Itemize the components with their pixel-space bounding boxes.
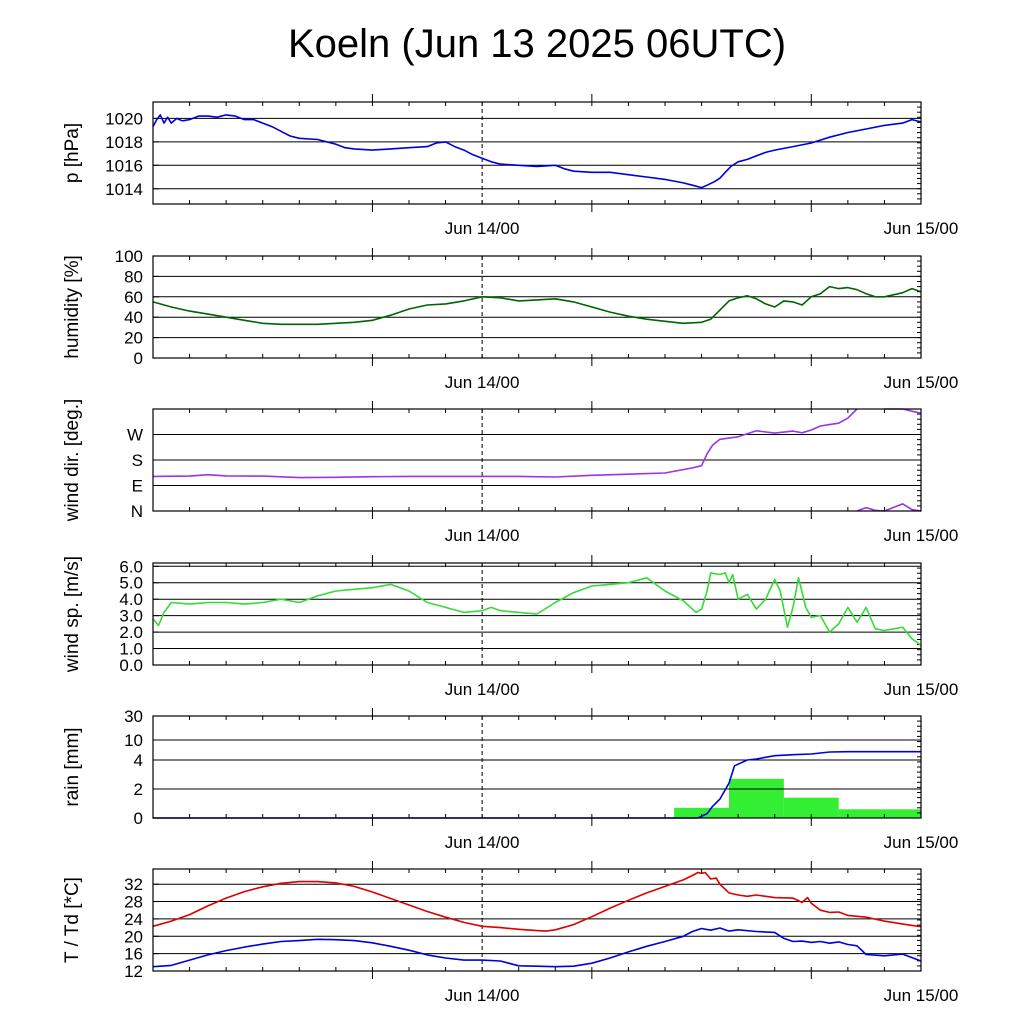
y-tick-label-1-3: 60 xyxy=(124,288,143,307)
y-tick-label-4-4: 30 xyxy=(124,707,143,726)
chart-title: Koeln (Jun 13 2025 06UTC) xyxy=(287,22,787,66)
series-line-5-0 xyxy=(152,871,922,932)
x-tick-label-0-0: Jun 14/00 xyxy=(445,219,520,238)
rain-bar-2 xyxy=(783,797,839,818)
y-axis-label-1: humidity [%] xyxy=(62,255,83,358)
y-tick-label-1-1: 20 xyxy=(124,329,143,348)
x-tick-label-1-1: Jun 15/00 xyxy=(884,373,959,392)
x-tick-label-4-1: Jun 15/00 xyxy=(884,833,959,852)
y-tick-label-3-3: 3.0 xyxy=(119,607,143,626)
plot-frame-4 xyxy=(152,715,922,819)
y-tick-label-5-0: 12 xyxy=(124,962,143,981)
plot-frame-5 xyxy=(152,868,922,972)
y-tick-label-5-4: 28 xyxy=(124,893,143,912)
series-line-5-1 xyxy=(152,927,922,968)
rain-bar-0 xyxy=(674,807,729,818)
y-tick-label-1-0: 0 xyxy=(134,349,143,368)
y-tick-label-4-0: 0 xyxy=(134,809,143,828)
y-tick-label-3-6: 6.0 xyxy=(119,557,143,576)
rain-bar-1 xyxy=(729,778,784,818)
y-tick-label-2-2: S xyxy=(132,451,143,470)
series-line-0-0 xyxy=(152,114,922,189)
x-tick-label-3-1: Jun 15/00 xyxy=(884,680,959,699)
y-tick-label-3-1: 1.0 xyxy=(119,640,143,659)
plot-frame-2 xyxy=(152,408,922,512)
y-tick-label-0-2: 1018 xyxy=(105,133,143,152)
plot-frame-0 xyxy=(152,101,922,205)
y-axis-label-5: T / Td [*C] xyxy=(62,877,83,963)
plot-frame-3 xyxy=(152,562,922,666)
plot-frame-1 xyxy=(152,255,922,359)
series-line-2-1 xyxy=(856,503,922,512)
y-tick-label-2-0: N xyxy=(131,502,143,521)
y-tick-label-0-3: 1020 xyxy=(105,109,143,128)
y-tick-label-5-3: 24 xyxy=(124,910,143,929)
x-tick-label-4-0: Jun 14/00 xyxy=(445,833,520,852)
y-tick-label-0-0: 1014 xyxy=(105,180,143,199)
y-tick-label-5-1: 16 xyxy=(124,945,143,964)
series-line-1-0 xyxy=(152,285,922,326)
y-axis-label-4: rain [mm] xyxy=(62,727,83,806)
y-tick-label-1-4: 80 xyxy=(124,267,143,286)
y-tick-label-5-2: 20 xyxy=(124,927,143,946)
x-tick-label-3-0: Jun 14/00 xyxy=(445,680,520,699)
series-line-2-0 xyxy=(152,408,858,479)
y-tick-label-5-5: 32 xyxy=(124,875,143,894)
x-tick-label-5-1: Jun 15/00 xyxy=(884,986,959,1005)
y-tick-label-0-1: 1016 xyxy=(105,156,143,175)
y-tick-label-3-2: 2.0 xyxy=(119,623,143,642)
y-axis-label-3: wind sp. [m/s] xyxy=(62,556,83,673)
x-tick-label-1-0: Jun 14/00 xyxy=(445,373,520,392)
y-tick-label-2-3: W xyxy=(127,426,143,445)
x-tick-label-0-1: Jun 15/00 xyxy=(884,219,959,238)
x-tick-label-2-0: Jun 14/00 xyxy=(445,526,520,545)
y-tick-label-1-5: 100 xyxy=(115,247,143,266)
y-tick-label-1-2: 40 xyxy=(124,308,143,327)
x-tick-label-5-0: Jun 14/00 xyxy=(445,986,520,1005)
y-axis-label-2: wind dir. [deg.] xyxy=(62,399,83,523)
y-tick-label-3-4: 4.0 xyxy=(119,590,143,609)
y-tick-label-3-5: 5.0 xyxy=(119,574,143,593)
y-tick-label-4-3: 10 xyxy=(124,731,143,750)
series-line-2-2 xyxy=(884,408,922,415)
y-tick-label-4-1: 2 xyxy=(134,780,143,799)
y-axis-label-0: p [hPa] xyxy=(62,123,83,183)
rain-bar-3 xyxy=(838,809,921,818)
series-line-4-0 xyxy=(153,750,921,819)
series-line-3-0 xyxy=(152,572,922,646)
x-tick-label-2-1: Jun 15/00 xyxy=(884,526,959,545)
y-tick-label-4-2: 4 xyxy=(134,751,143,770)
y-tick-label-2-1: E xyxy=(132,477,143,496)
y-tick-label-3-0: 0.0 xyxy=(119,656,143,675)
